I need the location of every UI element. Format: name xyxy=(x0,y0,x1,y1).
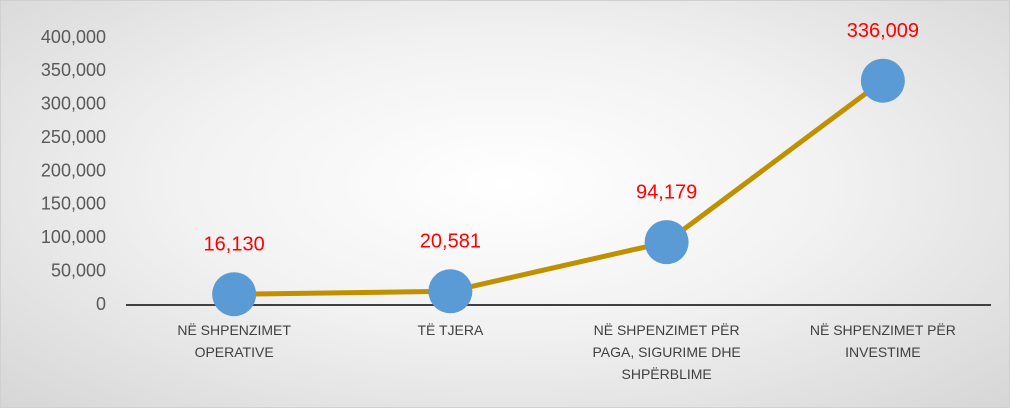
x-tick-label: NË SHPENZIMET PËR INVESTIME xyxy=(809,322,956,360)
y-tick-label: 250,000 xyxy=(41,127,106,147)
x-tick-label: NË SHPENZIMET OPERATIVE xyxy=(177,322,291,360)
x-tick-label: NË SHPENZIMET PËR PAGA, SIGURIME DHE SHP… xyxy=(592,322,741,382)
y-tick-label: 300,000 xyxy=(41,94,106,114)
data-label: 336,009 xyxy=(847,20,919,42)
x-tick-label: TË TJERA xyxy=(417,322,484,338)
data-label: 16,130 xyxy=(204,234,265,256)
marker xyxy=(644,220,689,265)
y-tick-label: 150,000 xyxy=(41,194,106,214)
y-tick-label: 0 xyxy=(96,294,106,314)
marker xyxy=(428,269,473,314)
y-tick-label: 350,000 xyxy=(41,60,106,80)
y-tick-label: 100,000 xyxy=(41,227,106,247)
line xyxy=(234,78,885,297)
data-label: 94,179 xyxy=(636,181,697,203)
marker xyxy=(212,272,257,317)
marker xyxy=(860,58,905,103)
y-tick-label: 400,000 xyxy=(41,27,106,47)
data-label: 20,581 xyxy=(420,231,481,253)
y-tick-label: 200,000 xyxy=(41,160,106,180)
y-tick-label: 50,000 xyxy=(51,260,106,280)
